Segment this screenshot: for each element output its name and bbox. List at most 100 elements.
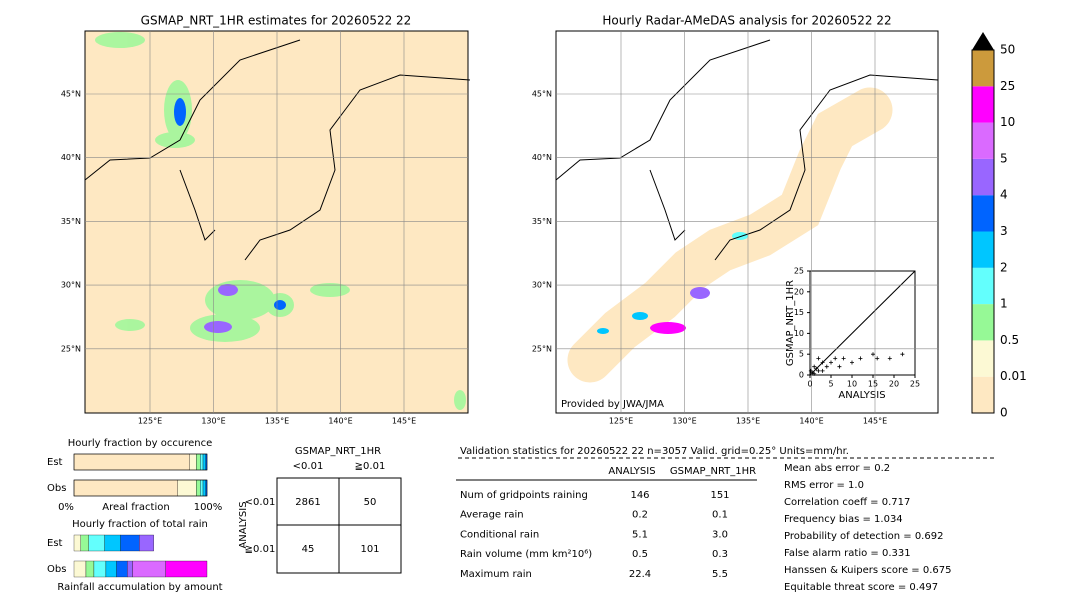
bar-segment	[202, 479, 206, 497]
bar-segment	[73, 479, 178, 497]
point	[887, 356, 892, 361]
bar-segment	[200, 453, 204, 471]
table-title: GSMAP_NRT_1HR	[295, 446, 381, 457]
y-label: GSMAP_NRT_1HR	[785, 280, 796, 366]
bar-segment	[73, 453, 190, 471]
colorbar-label: 5	[1000, 151, 1008, 165]
point	[837, 364, 842, 369]
row-header: ≧0.01	[245, 544, 276, 555]
colorbar-label: 2	[1000, 260, 1008, 274]
bar-segment	[104, 534, 121, 552]
title: Hourly fraction by occurence	[68, 438, 212, 449]
y-tick-label: 10	[794, 329, 804, 338]
lat-label: 25°N	[532, 344, 552, 353]
lon-label: 130°E	[672, 417, 696, 426]
x-tick-label: 0	[807, 380, 812, 389]
row-label: Obs	[47, 564, 66, 575]
lon-label: 135°E	[736, 417, 760, 426]
colorbar-label: 0.01	[1000, 369, 1027, 383]
cell: 146	[630, 490, 649, 501]
bar-segment	[196, 453, 201, 471]
lon-label: 145°E	[863, 417, 887, 426]
y-tick-label: 20	[794, 287, 804, 296]
point	[808, 368, 813, 373]
col-header: ANALYSIS	[608, 466, 655, 477]
score: Hanssen & Kuipers score = 0.675	[784, 565, 951, 576]
lon-label: 125°E	[138, 417, 162, 426]
point	[816, 368, 821, 373]
colorbar-segment	[972, 158, 994, 196]
point	[810, 370, 815, 375]
bar-segment	[116, 560, 128, 578]
colorbar-label: 0	[1000, 406, 1008, 420]
point	[829, 360, 833, 365]
bar-segment	[127, 560, 133, 578]
bar-segment	[200, 479, 204, 497]
bar-segment	[80, 534, 89, 552]
bar-segment	[73, 534, 81, 552]
cell: 101	[360, 544, 379, 555]
colorbar-label: 4	[1000, 188, 1008, 202]
bar-segment	[139, 534, 154, 552]
colorbar-segment	[972, 86, 994, 123]
lon-label: 140°E	[799, 417, 823, 426]
point	[820, 360, 825, 365]
cell: 151	[710, 490, 729, 501]
lat-label: 40°N	[61, 153, 81, 162]
y-tick-label: 15	[794, 308, 804, 317]
colorbar-label: 25	[1000, 79, 1015, 93]
point	[858, 356, 863, 361]
x-tick-label: 10	[847, 380, 857, 389]
axis-label: 100%	[194, 502, 223, 513]
colorbar-segment	[972, 376, 994, 413]
header: Validation statistics for 20260522 22 n=…	[460, 446, 849, 457]
cell: 5.1	[632, 529, 648, 540]
cell: 5.5	[712, 569, 728, 580]
title: Hourly fraction of total rain	[72, 519, 208, 530]
row-label: Num of gridpoints raining	[460, 490, 588, 501]
left-rain-core	[174, 98, 286, 333]
score: Frequency bias = 1.034	[784, 514, 903, 525]
title: GSMAP_NRT_1HR estimates for 20260522 22	[141, 14, 412, 28]
point	[841, 356, 846, 361]
lat-label: 35°N	[532, 217, 552, 226]
row-label: Rain volume (mm km²10⁶)	[460, 549, 592, 560]
score: RMS error = 1.0	[784, 480, 864, 491]
cell: 0.1	[712, 510, 728, 521]
point	[850, 360, 854, 365]
right-coast	[555, 39, 939, 261]
colorbar-extend	[972, 32, 994, 50]
axis-label: 0%	[58, 502, 74, 513]
score: False alarm ratio = 0.331	[784, 548, 911, 559]
col-header: ≧0.01	[355, 461, 386, 472]
row-label: Obs	[47, 483, 66, 494]
point	[875, 356, 880, 361]
point	[871, 352, 875, 357]
bar-segment	[196, 479, 201, 497]
lat-label: 30°N	[61, 281, 81, 290]
cell: 50	[364, 497, 377, 508]
x-label: ANALYSIS	[838, 390, 885, 401]
cell: 2861	[295, 497, 320, 508]
row-label: Est	[47, 538, 63, 549]
bar-frame	[73, 479, 208, 497]
point	[824, 364, 829, 369]
point	[816, 356, 821, 361]
score: Mean abs error = 0.2	[784, 463, 890, 474]
lon-label: 145°E	[392, 417, 416, 426]
x-label: Rainfall accumulation by amount	[57, 582, 222, 593]
row-label: Est	[47, 457, 63, 468]
point	[812, 364, 817, 369]
point	[820, 368, 825, 373]
bar-segment	[93, 560, 107, 578]
colorbar-segment	[972, 50, 994, 87]
col-header: <0.01	[293, 461, 324, 472]
lon-label: 125°E	[609, 417, 633, 426]
cell: 3.0	[712, 529, 728, 540]
lon-label: 135°E	[265, 417, 289, 426]
row-header: <0.01	[245, 497, 276, 508]
lat-label: 25°N	[61, 344, 81, 353]
left-map	[84, 30, 469, 414]
colorbar-segment	[972, 195, 994, 232]
